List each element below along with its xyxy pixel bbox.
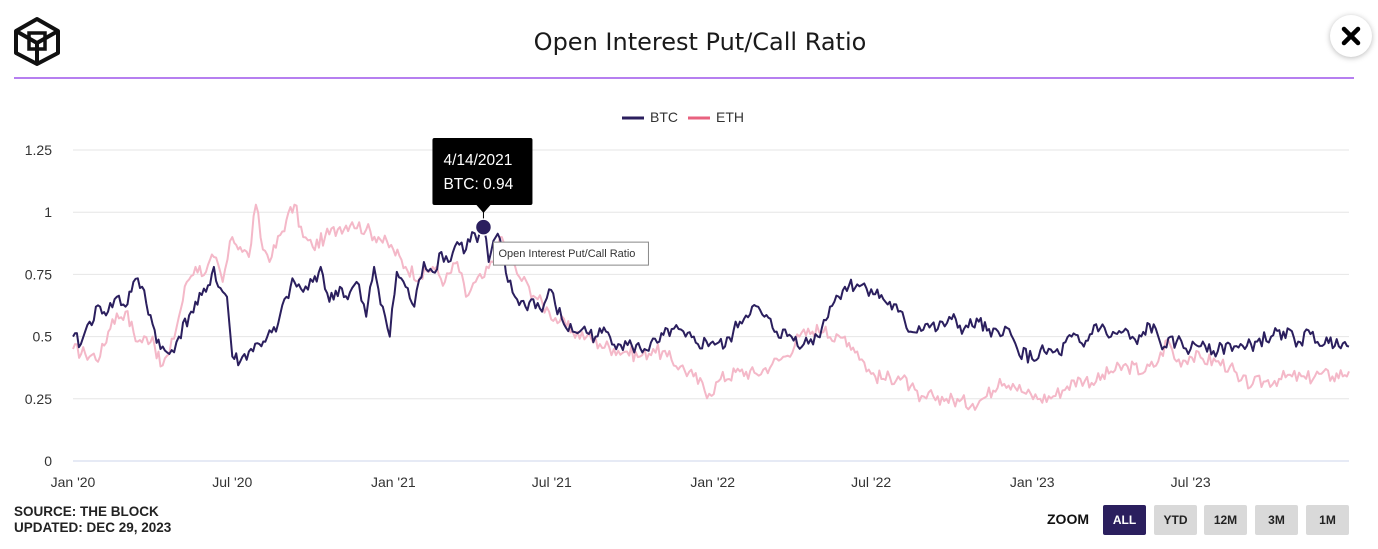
tooltip-date: 4/14/2021	[443, 152, 512, 169]
series-btc-line	[72, 226, 1350, 367]
zoom-label: ZOOM	[1047, 511, 1089, 527]
y-tick-label: 1	[44, 204, 52, 220]
y-tick-label: 1.25	[25, 142, 52, 158]
y-axis-ticks: 0 0.25 0.5 0.75 1 1.25	[25, 142, 52, 469]
x-tick-label: Jan '22	[690, 474, 735, 490]
y-tick-label: 0.5	[33, 329, 53, 345]
x-tick-label: Jul '21	[532, 474, 572, 490]
x-tick-label: Jul '20	[212, 474, 252, 490]
tooltip-value: BTC: 0.94	[443, 176, 513, 193]
x-tick-label: Jan '21	[371, 474, 416, 490]
x-axis-ticks: Jan '20 Jul '20 Jan '21 Jul '21 Jan '22 Jul '…	[51, 474, 1211, 490]
zoom-ytd-button[interactable]: YTD	[1154, 505, 1197, 535]
zoom-1m-button[interactable]: 1M	[1306, 505, 1349, 535]
legend-btc-label: BTC	[650, 109, 678, 125]
hover-label-box	[492, 241, 649, 266]
page-title: Open Interest Put/Call Ratio	[533, 28, 867, 56]
x-tick-label: Jul '22	[851, 474, 891, 490]
y-tick-label: 0.75	[25, 266, 52, 282]
tooltip-arrow	[476, 205, 491, 213]
y-tick-label: 0.25	[25, 391, 52, 407]
hover-label: Open Interest Put/Call Ratio	[498, 248, 635, 260]
chart-grid	[73, 149, 1349, 462]
zoom-12m-button[interactable]: 12M	[1204, 505, 1247, 535]
series-btc-group	[72, 226, 1350, 367]
tooltip: 4/14/2021 BTC: 0.94 Open Interest Put/Ca…	[432, 138, 649, 266]
updated-text: UPDATED: DEC 29, 2023	[14, 520, 172, 535]
series-eth-group	[72, 203, 1350, 411]
x-tick-label: Jan '20	[51, 474, 96, 490]
y-tick-label: 0	[44, 453, 52, 469]
close-icon	[1341, 26, 1361, 46]
cube-logo-icon	[12, 16, 62, 66]
source-info: SOURCE: THE BLOCK UPDATED: DEC 29, 2023	[14, 504, 171, 536]
legend-eth-label: ETH	[716, 109, 744, 125]
series-eth-line	[72, 203, 1350, 411]
x-tick-label: Jan '23	[1010, 474, 1055, 490]
header-divider	[14, 77, 1354, 79]
zoom-all-button[interactable]: ALL	[1103, 505, 1146, 535]
highlight-point-marker	[474, 218, 493, 236]
close-button[interactable]	[1330, 15, 1372, 57]
zoom-3m-button[interactable]: 3M	[1255, 505, 1298, 535]
source-text: SOURCE: THE BLOCK	[14, 504, 159, 519]
x-tick-label: Jul '23	[1171, 474, 1211, 490]
chart-legend[interactable]: BTC ETH	[622, 109, 744, 125]
tooltip-box	[432, 138, 533, 205]
